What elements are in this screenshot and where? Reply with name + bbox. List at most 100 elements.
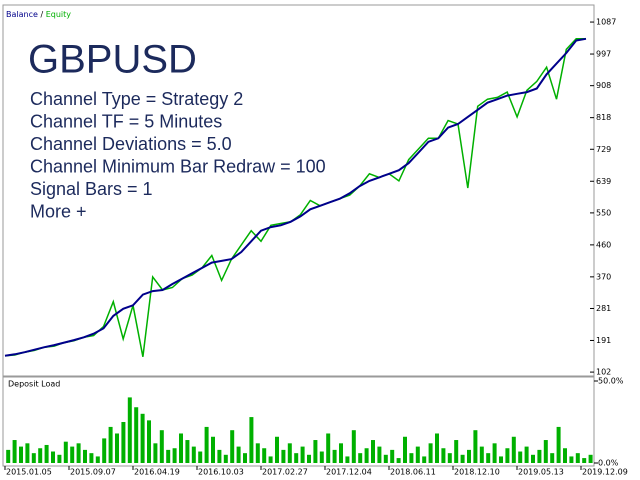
bar xyxy=(287,443,292,463)
bar xyxy=(255,443,260,463)
bar xyxy=(262,448,267,463)
bar xyxy=(454,440,459,463)
bar xyxy=(76,443,81,463)
x-tick-label: 2019.12.09 xyxy=(582,468,628,477)
lower-panel xyxy=(2,376,595,467)
bar xyxy=(422,456,427,463)
bar xyxy=(179,433,183,463)
bar xyxy=(294,453,299,463)
legend-entry: Balance xyxy=(6,10,38,19)
bar xyxy=(467,449,471,463)
bar xyxy=(268,456,273,463)
setting-line: Channel Type = Strategy 2 xyxy=(30,89,243,109)
bar xyxy=(83,449,87,463)
bar xyxy=(211,436,215,463)
bar xyxy=(217,449,222,463)
bar xyxy=(447,453,452,463)
bar xyxy=(57,454,62,463)
bar xyxy=(518,451,523,463)
y-tick-label: 50.0% xyxy=(598,377,624,386)
setting-line: Channel Minimum Bar Redraw = 100 xyxy=(30,156,326,176)
y-tick-label: 639 xyxy=(596,177,611,186)
bar xyxy=(307,454,311,463)
legend: Balance / Equity xyxy=(6,10,71,19)
bar xyxy=(102,438,107,463)
setting-line: Channel TF = 5 Minutes xyxy=(30,111,222,131)
y-tick-label: 729 xyxy=(596,145,611,154)
bar xyxy=(556,426,561,463)
bar xyxy=(377,446,382,463)
bar xyxy=(524,446,529,463)
bar xyxy=(115,433,119,463)
bar xyxy=(415,446,420,463)
x-tick-label: 2019.05.13 xyxy=(518,468,564,477)
bar xyxy=(531,454,535,463)
bar xyxy=(223,454,228,463)
bar xyxy=(140,413,145,463)
series-line xyxy=(4,37,587,357)
symbol-title: GBPUSD xyxy=(28,38,197,82)
bar xyxy=(172,448,177,463)
bar xyxy=(345,456,350,463)
bar xyxy=(364,448,369,463)
bar xyxy=(409,453,414,463)
bar xyxy=(95,456,100,463)
bar xyxy=(339,443,343,463)
y-tick-label: 191 xyxy=(596,336,611,345)
bar xyxy=(44,444,49,463)
legend-separator: / xyxy=(38,10,44,19)
y-tick-label: 370 xyxy=(596,272,611,281)
setting-line: Channel Deviations = 5.0 xyxy=(30,134,232,154)
bar xyxy=(166,449,171,463)
bar xyxy=(371,440,375,463)
x-tick-label: 2018.06.11 xyxy=(390,468,436,477)
x-tick-label: 2016.10.03 xyxy=(198,468,244,477)
bar xyxy=(575,453,580,463)
x-tick-label: 2015.01.05 xyxy=(6,468,52,477)
bar xyxy=(588,454,593,463)
bar xyxy=(499,456,503,463)
bar xyxy=(383,454,388,463)
bar xyxy=(537,449,542,463)
bar xyxy=(12,440,17,463)
bar xyxy=(70,446,75,463)
y-tick-label: 997 xyxy=(596,50,611,59)
y-tick-label: 1087 xyxy=(596,18,616,27)
bar xyxy=(153,443,158,463)
bar xyxy=(511,436,516,463)
bar xyxy=(63,441,68,463)
bar xyxy=(134,407,139,463)
bar xyxy=(204,426,209,463)
bar xyxy=(185,440,190,463)
legend-text: Balance / Equity xyxy=(6,10,71,19)
bar xyxy=(6,449,11,463)
bar xyxy=(249,417,254,463)
bar xyxy=(505,448,510,463)
bar xyxy=(492,443,497,463)
bar xyxy=(486,453,491,463)
bar xyxy=(543,440,548,463)
y-tick-label: 550 xyxy=(596,208,611,217)
bar xyxy=(428,443,433,463)
y-tick-label: 281 xyxy=(596,304,611,313)
legend-entry: Equity xyxy=(46,10,72,19)
y-tick-label: 0.0% xyxy=(598,459,619,468)
panel-title: Deposit Load xyxy=(8,380,60,389)
bar xyxy=(19,446,23,463)
y-tick-label: 908 xyxy=(596,81,611,90)
bar xyxy=(326,433,331,463)
x-tick-label: 2017.02.27 xyxy=(262,468,308,477)
bar xyxy=(332,449,337,463)
bar xyxy=(473,430,478,463)
bar xyxy=(198,451,203,463)
bar xyxy=(460,454,465,463)
bar xyxy=(230,430,235,463)
bar xyxy=(243,453,247,463)
bar xyxy=(582,458,587,463)
bar xyxy=(51,451,55,463)
x-tick-label: 2017.12.04 xyxy=(326,468,372,477)
x-tick-label: 2018.12.10 xyxy=(454,468,500,477)
bar xyxy=(435,433,439,463)
